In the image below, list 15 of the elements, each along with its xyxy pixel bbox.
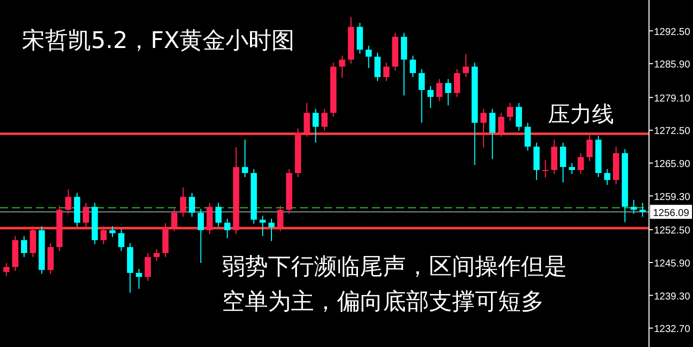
y-tick-label: 1272.50 <box>654 126 691 138</box>
y-tick-label: 1239.30 <box>654 291 691 302</box>
text: 宋哲凯5.2，FX黄金小时图 <box>22 28 295 54</box>
y-tick-label: 1292.50 <box>654 26 691 38</box>
annotation: 空单为主，偏向底部支撑可短多 <box>222 289 544 315</box>
y-tick-label: 1285.90 <box>654 60 691 71</box>
ref-line-label: 压力线 <box>548 102 614 128</box>
y-tick-label: 1259.30 <box>654 192 691 203</box>
y-tick-label: 1232.70 <box>654 324 691 336</box>
ref-line-label: 1256.09 <box>653 208 690 219</box>
y-tick-label: 1279.10 <box>654 93 691 104</box>
annotation: 弱势下行濒临尾声，区间操作但是 <box>222 254 567 280</box>
y-tick-label: 1252.50 <box>654 226 691 237</box>
y-tick-label: 1265.90 <box>654 159 691 170</box>
y-tick-label: 1245.90 <box>654 258 691 270</box>
